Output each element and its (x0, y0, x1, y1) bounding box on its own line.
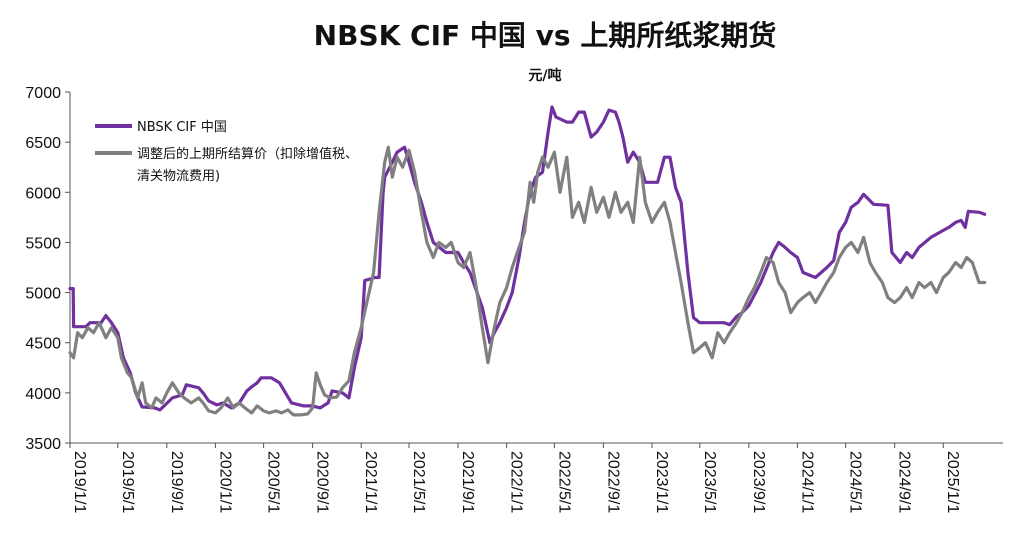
y-tick-label: 6500 (25, 135, 61, 152)
x-tick-label: 2022/9/1 (604, 451, 621, 513)
y-axis: 3500 4000 4500 5000 5500 6000 6500 7000 (25, 85, 71, 453)
x-tick-label: 2023/9/1 (750, 451, 767, 513)
x-tick-label: 2019/9/1 (168, 451, 185, 513)
x-tick-label: 2023/5/1 (701, 451, 718, 513)
x-tick-label: 2019/5/1 (119, 451, 136, 513)
chart-title: NBSK CIF 中国 vs 上期所纸浆期货 (314, 19, 777, 52)
x-tick-label: 2024/1/1 (798, 451, 815, 513)
x-tick-label: 2021/9/1 (459, 451, 476, 513)
y-tick-label: 5500 (25, 235, 61, 252)
legend-label-shfe-line1: 调整后的上期所结算价（扣除增值税、 (137, 146, 358, 162)
x-tick-label: 2023/1/1 (653, 451, 670, 513)
series-layer (68, 105, 987, 417)
unit-label: 元/吨 (528, 67, 561, 84)
x-tick-label: 2019/1/1 (71, 451, 88, 513)
x-tick-label: 2022/1/1 (508, 451, 525, 513)
y-tick-label: 7000 (25, 85, 61, 102)
legend: NBSK CIF 中国 调整后的上期所结算价（扣除增值税、 清关物流费用) (95, 120, 358, 184)
x-tick-label: 2020/9/1 (314, 451, 331, 513)
x-axis: 2019/1/1 2019/5/1 2019/9/1 2020/1/1 2020/5/1… (69, 442, 1003, 513)
x-tick-label: 2021/5/1 (410, 451, 427, 513)
y-tick-label: 4500 (25, 336, 61, 353)
y-tick-label: 5000 (25, 286, 61, 303)
x-tick-label: 2020/5/1 (265, 451, 282, 513)
legend-label-nbsk: NBSK CIF 中国 (137, 120, 227, 135)
x-tick-label: 2024/5/1 (847, 451, 864, 513)
x-tick-label: 2024/9/1 (896, 451, 913, 513)
x-tick-label: 2025/1/1 (944, 451, 961, 513)
x-tick-label: 2022/5/1 (555, 451, 572, 513)
y-tick-label: 6000 (25, 185, 61, 202)
y-tick-label: 3500 (25, 436, 61, 453)
x-tick-label: 2021/1/1 (362, 451, 379, 513)
x-tick-label: 2020/1/1 (216, 451, 233, 513)
series-line-shfe-adjusted (68, 145, 987, 417)
legend-label-shfe-line2: 清关物流费用) (137, 169, 220, 184)
y-tick-label: 4000 (25, 386, 61, 403)
